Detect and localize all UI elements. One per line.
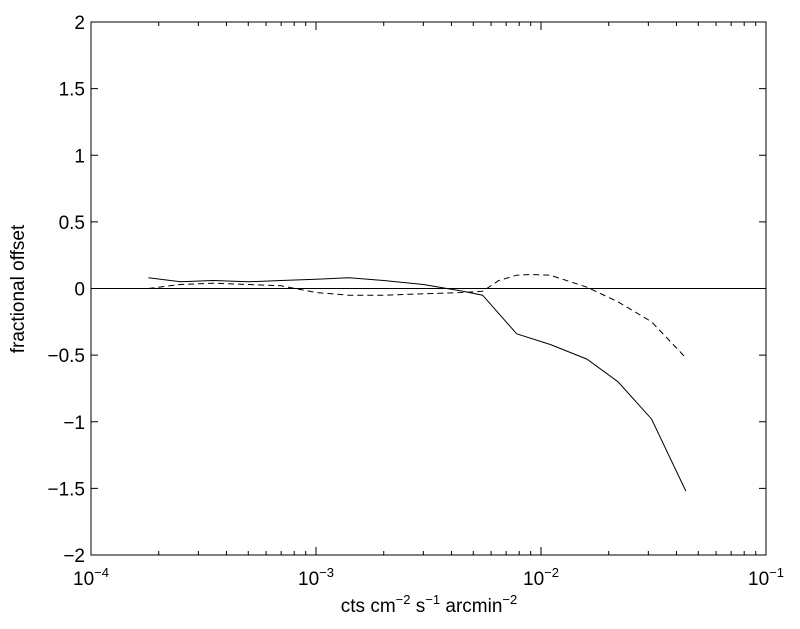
x-tick-label-base: 10 <box>298 569 319 590</box>
y-axis-label: fractional offset <box>8 224 29 353</box>
x-tick-label-base: 10 <box>748 569 769 590</box>
x-tick-label-exp: −4 <box>94 565 109 580</box>
y-tick-label: −1.5 <box>47 479 85 500</box>
y-tick-label: 0.5 <box>59 213 85 234</box>
x-axis-label: cts cm−2 s−1 arcmin−2 <box>341 592 517 617</box>
y-tick-label: 2 <box>74 13 85 34</box>
x-axis-label-exp1: −2 <box>396 592 411 607</box>
series-line-solid <box>148 277 687 492</box>
x-axis-label-base: cts cm <box>341 596 396 617</box>
x-tick-label: 10−1 <box>748 565 784 590</box>
y-tick-label: −2 <box>63 546 85 567</box>
x-axis-label-mid1: s <box>410 596 425 617</box>
y-tick-label: 1.5 <box>59 80 85 101</box>
x-axis-label-exp2: −1 <box>425 592 440 607</box>
series-line-dashed <box>148 273 687 359</box>
x-tick-label-base: 10 <box>523 569 544 590</box>
x-tick-label: 10−2 <box>523 565 559 590</box>
x-tick-label-exp: −3 <box>319 565 334 580</box>
x-tick-label-exp: −1 <box>769 565 784 580</box>
x-tick-label-base: 10 <box>73 569 94 590</box>
x-axis-label-mid2: arcmin <box>440 596 502 617</box>
x-tick-label: 10−3 <box>298 565 334 590</box>
x-axis-label-exp3: −2 <box>502 592 517 607</box>
y-tick-label: 0 <box>74 280 85 301</box>
y-tick-label: −1 <box>63 413 85 434</box>
ticks: 21.510.50−0.5−1−1.5−210−4 10−3 10−2 10−1 <box>47 13 784 590</box>
y-tick-label: −0.5 <box>47 346 85 367</box>
x-tick-label-exp: −2 <box>544 565 559 580</box>
series-layer <box>91 273 766 492</box>
x-tick-label: 10−4 <box>73 565 109 590</box>
y-tick-label: 1 <box>74 146 85 167</box>
